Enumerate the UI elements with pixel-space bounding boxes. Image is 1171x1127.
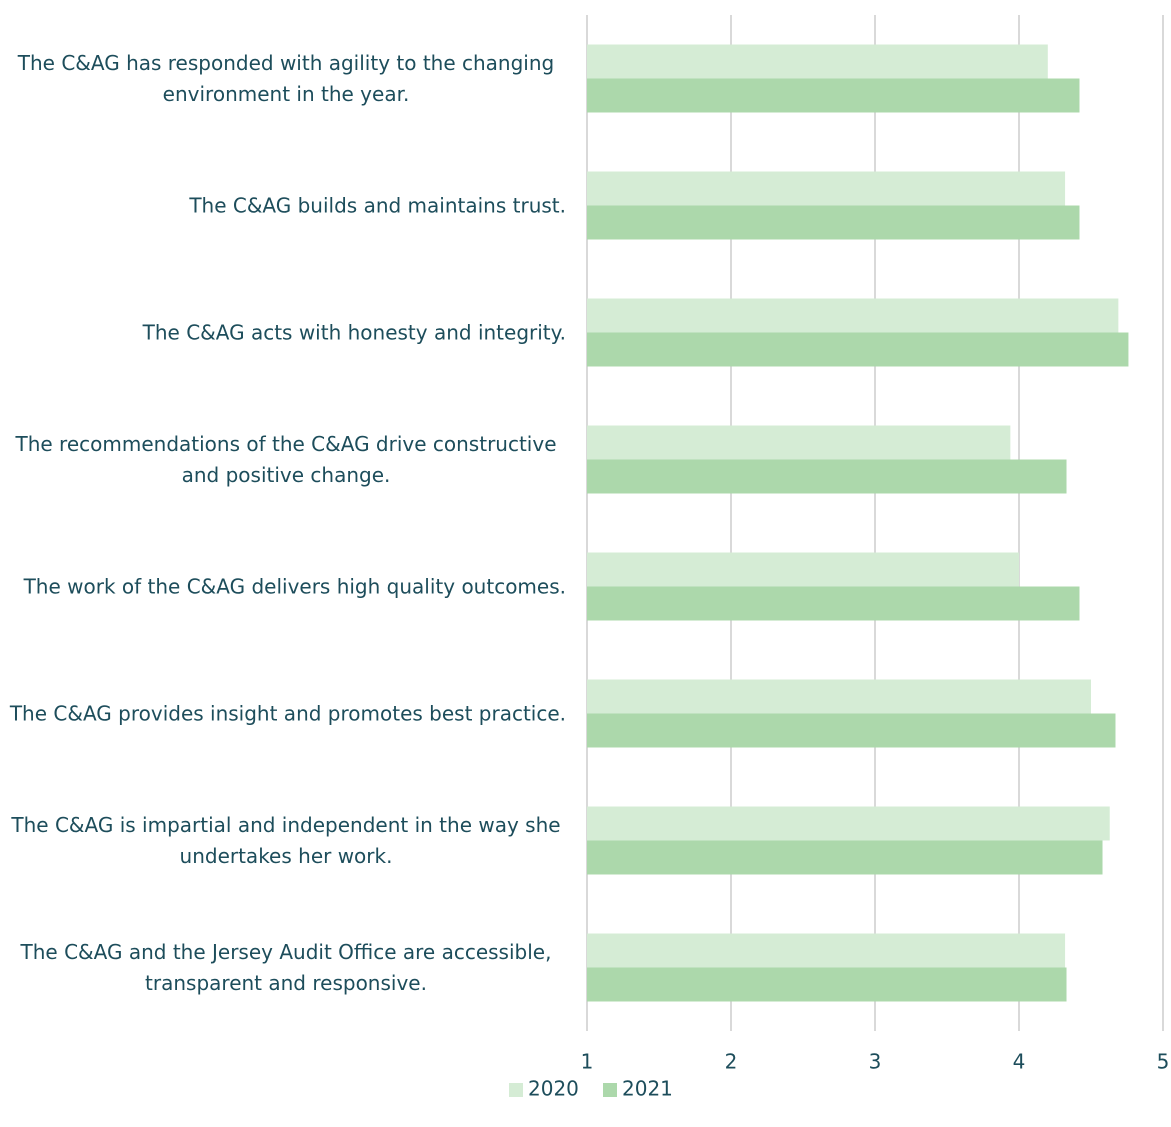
bar (587, 713, 1116, 748)
bar (587, 425, 1011, 460)
bar (587, 679, 1091, 714)
y-tick-label: The C&AG builds and maintains trust. (189, 193, 566, 217)
legend-swatch (509, 1083, 523, 1097)
y-tick-label: The C&AG has responded with agility to t… (17, 50, 555, 106)
y-tick-label: The C&AG and the Jersey Audit Office are… (20, 939, 552, 995)
bar (587, 840, 1103, 875)
bar (587, 78, 1080, 113)
bar (587, 586, 1080, 621)
x-tick-label: 2 (725, 1050, 738, 1074)
legend-swatch (603, 1083, 617, 1097)
x-tick-label: 4 (1013, 1050, 1026, 1074)
bar (587, 171, 1066, 206)
bar (587, 332, 1129, 367)
x-tick-label: 3 (869, 1050, 882, 1074)
category-label-box: The work of the C&AG delivers high quali… (0, 571, 566, 602)
bar (587, 44, 1048, 79)
bar (587, 459, 1067, 494)
category-label-box: The C&AG acts with honesty and integrity… (0, 317, 566, 348)
bar (587, 806, 1110, 841)
x-tick-label: 5 (1157, 1050, 1170, 1074)
y-tick-label: The recommendations of the C&AG drive co… (15, 431, 557, 487)
bar (587, 933, 1066, 968)
bar (587, 205, 1080, 240)
category-label-box: The recommendations of the C&AG drive co… (0, 429, 566, 491)
y-tick-label: The C&AG provides insight and promotes b… (9, 701, 566, 725)
legend-label: 2021 (622, 1077, 673, 1101)
category-label-box: The C&AG is impartial and independent in… (0, 810, 566, 872)
bar (587, 298, 1119, 333)
category-label-box: The C&AG builds and maintains trust. (0, 190, 566, 221)
category-label-box: The C&AG and the Jersey Audit Office are… (0, 937, 566, 999)
bar (587, 967, 1067, 1002)
bar (587, 552, 1019, 587)
y-tick-label: The C&AG is impartial and independent in… (11, 812, 561, 868)
x-tick-label: 1 (581, 1050, 594, 1074)
y-tick-label: The work of the C&AG delivers high quali… (23, 574, 566, 598)
category-label-box: The C&AG has responded with agility to t… (0, 48, 566, 110)
legend-label: 2020 (528, 1077, 579, 1101)
category-label-box: The C&AG provides insight and promotes b… (0, 698, 566, 729)
y-tick-label: The C&AG acts with honesty and integrity… (142, 320, 566, 344)
